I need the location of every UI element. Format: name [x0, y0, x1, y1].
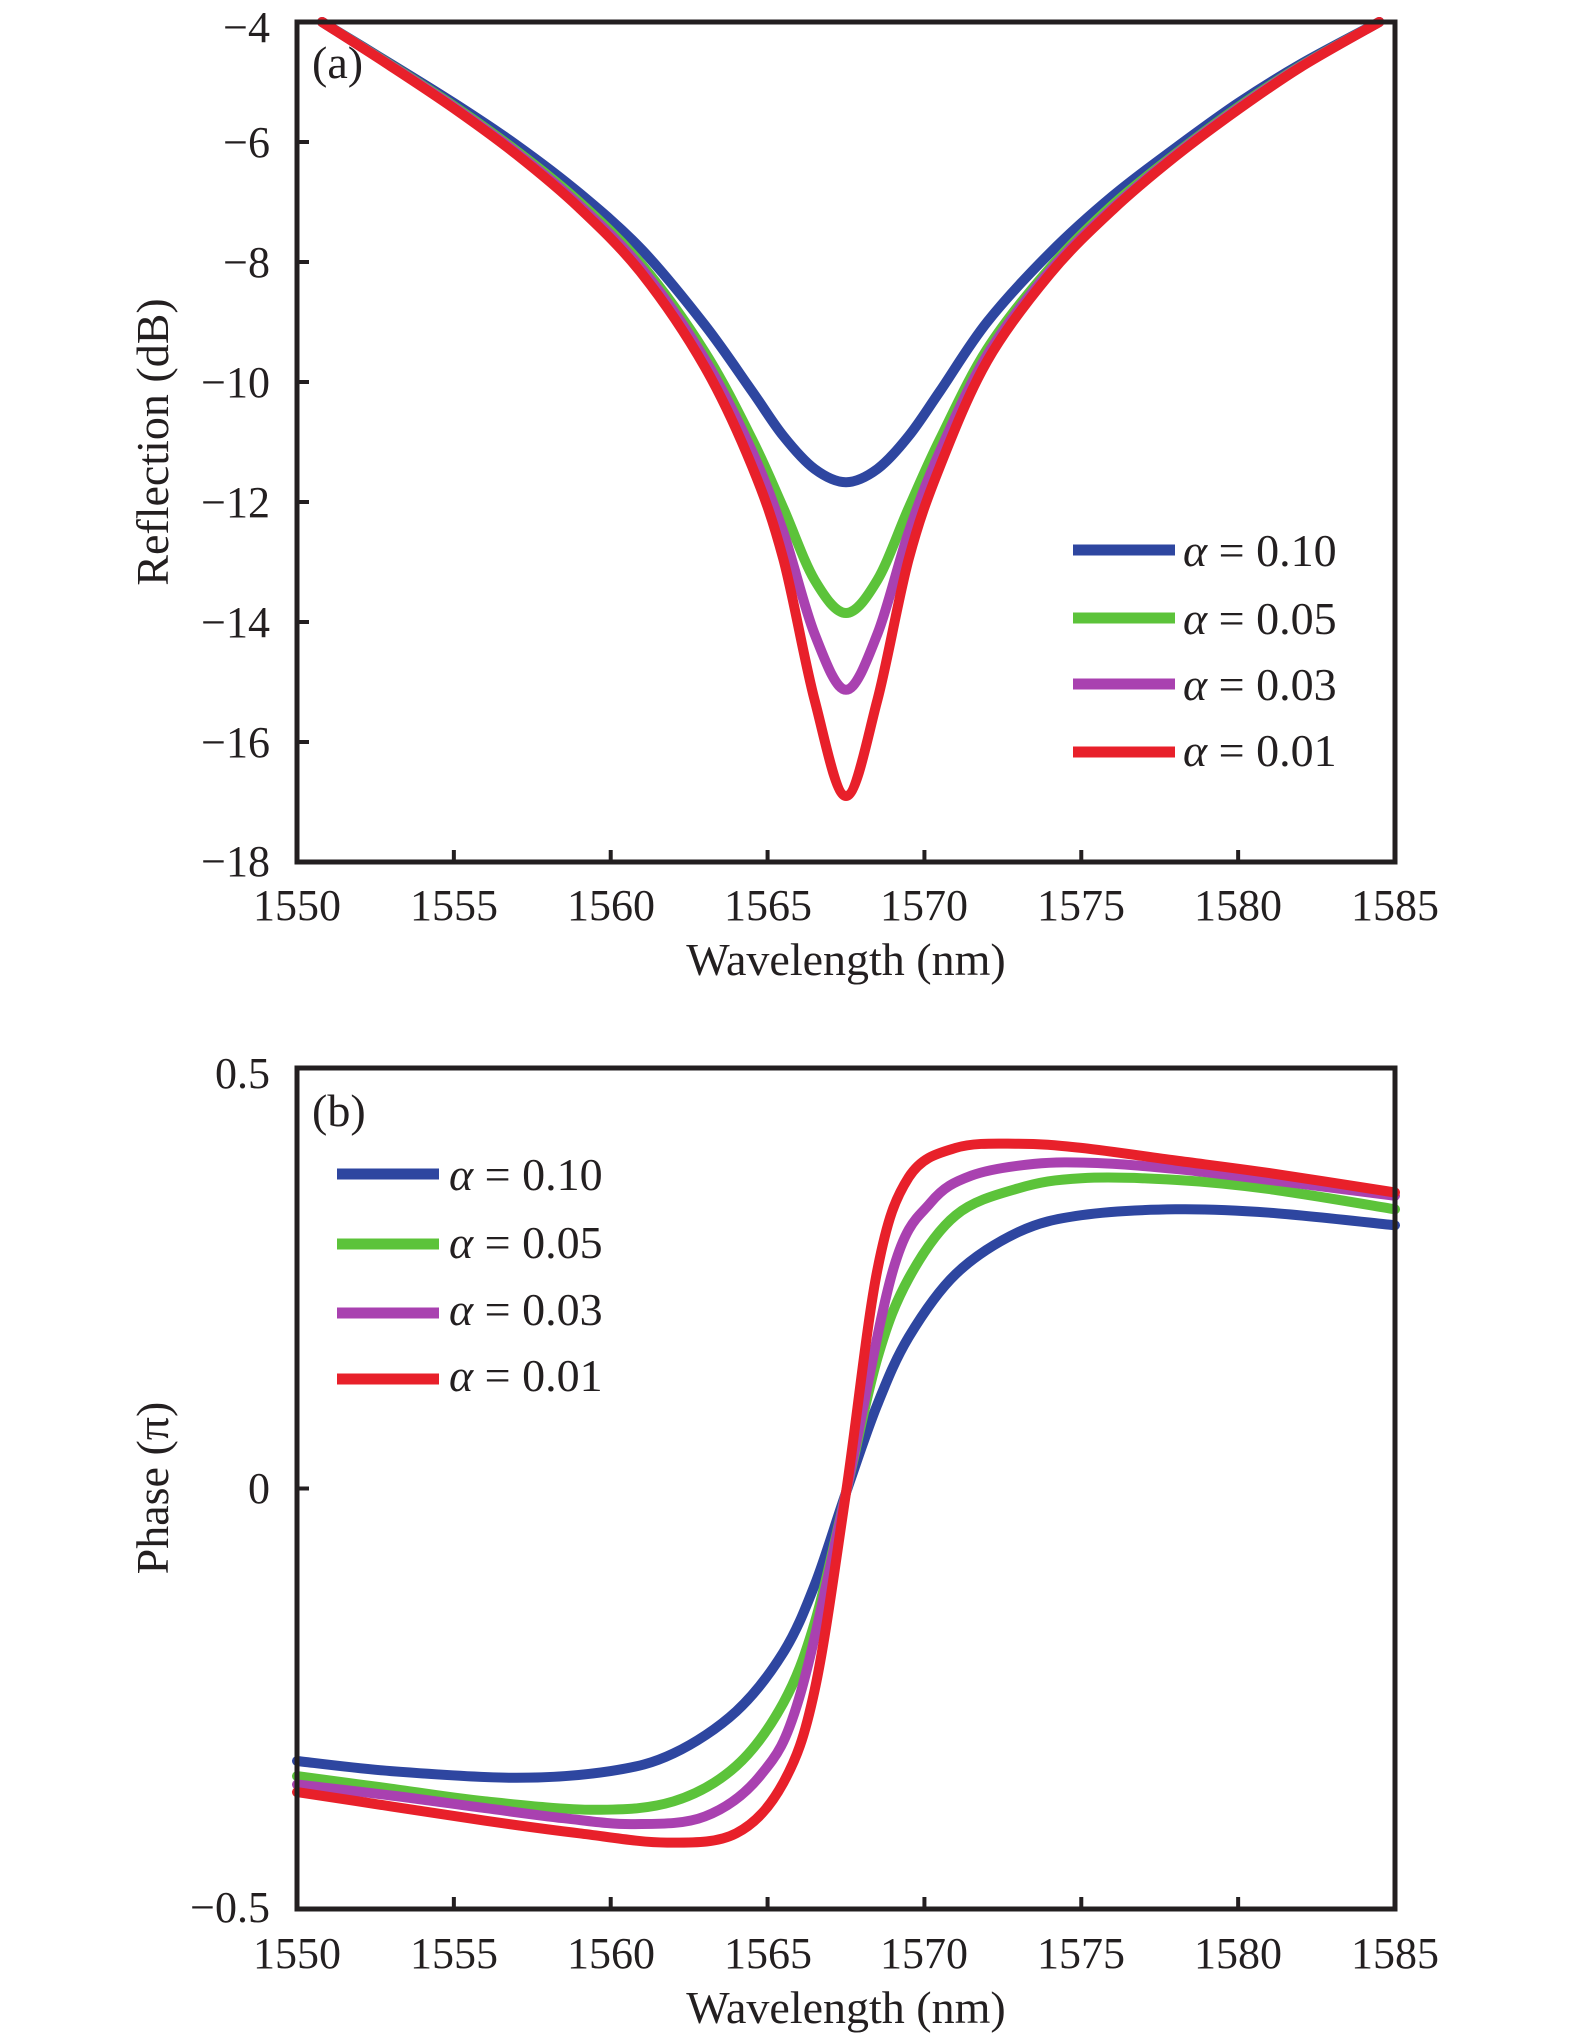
x-tick-label: 1560 [567, 881, 655, 930]
x-tick-label: 1565 [724, 1929, 812, 1978]
x-tick-label: 1560 [567, 1929, 655, 1978]
panel-a-y-axis-title: Reflection (dB) [127, 298, 178, 585]
y-tick-label: −18 [201, 837, 270, 886]
x-tick-label: 1575 [1037, 881, 1125, 930]
x-tick-label: 1565 [724, 881, 812, 930]
panel-b-legend: α = 0.10 α = 0.05 α = 0.03 α = 0.01 [337, 1149, 603, 1401]
y-tick-label: −0.5 [190, 1883, 270, 1932]
legend-label: α = 0.01 [1183, 725, 1337, 776]
legend-label: α = 0.05 [1183, 593, 1337, 644]
legend-entry: α = 0.05 [337, 1217, 603, 1268]
x-tick-label: 1555 [410, 881, 498, 930]
legend-label: α = 0.10 [1183, 525, 1337, 576]
x-tick-label: 1580 [1194, 1929, 1282, 1978]
panel-a-x-axis-title: Wavelength (nm) [686, 934, 1005, 985]
panel-b-x-axis-title: Wavelength (nm) [686, 1982, 1005, 2033]
panel-a-x-tick-labels: 1550 1555 1560 1565 1570 1575 1580 1585 [253, 881, 1439, 930]
panel-b-x-tick-labels: 1550 1555 1560 1565 1570 1575 1580 1585 [253, 1929, 1439, 1978]
panel-a-ticks [297, 140, 1241, 862]
y-tick-label: −10 [201, 358, 270, 407]
legend-label: α = 0.03 [1183, 659, 1337, 710]
legend-label: α = 0.05 [449, 1217, 603, 1268]
legend-label: α = 0.01 [449, 1350, 603, 1401]
panel-b-series-group [292, 1138, 1400, 1848]
panel-b-label: (b) [312, 1085, 366, 1136]
legend-entry: α = 0.01 [337, 1350, 603, 1401]
x-tick-label: 1570 [880, 881, 968, 930]
panel-b-ticks [297, 1486, 1241, 1909]
series-line-a-0 [317, 17, 1385, 488]
y-tick-label: −4 [223, 3, 270, 52]
y-tick-label: 0.5 [215, 1049, 270, 1098]
y-tick-label: −12 [201, 478, 270, 527]
series-line-b-3 [292, 1138, 1400, 1848]
y-tick-label: −6 [223, 118, 270, 167]
legend-entry: α = 0.03 [337, 1284, 603, 1335]
x-tick-label: 1555 [410, 1929, 498, 1978]
x-tick-label: 1550 [253, 881, 341, 930]
legend-entry: α = 0.01 [1073, 725, 1337, 776]
legend-label: α = 0.10 [449, 1149, 603, 1200]
y-tick-label: 0 [248, 1464, 270, 1513]
panel-b-y-tick-labels: −0.5 0 0.5 [190, 1049, 270, 1932]
x-tick-label: 1580 [1194, 881, 1282, 930]
panel-a-frame [294, 19, 1398, 865]
legend-entry: α = 0.10 [1073, 525, 1337, 576]
x-tick-label: 1585 [1351, 881, 1439, 930]
x-tick-label: 1550 [253, 1929, 341, 1978]
x-tick-label: 1575 [1037, 1929, 1125, 1978]
x-tick-label: 1585 [1351, 1929, 1439, 1978]
series-line-a-3 [317, 17, 1385, 801]
panel-b-y-axis-title: Phase (π) [127, 1402, 178, 1575]
y-tick-label: −16 [201, 718, 270, 767]
legend-label: α = 0.03 [449, 1284, 603, 1335]
legend-entry: α = 0.10 [337, 1149, 603, 1200]
panel-b-phase: 1550 1555 1560 1565 1570 1575 1580 1585 … [127, 1049, 1439, 2033]
panel-a-reflection: 1550 1555 1560 1565 1570 1575 1580 1585 … [127, 3, 1439, 985]
legend-entry: α = 0.05 [1073, 593, 1337, 644]
y-tick-label: −14 [201, 598, 270, 647]
y-tick-label: −8 [223, 238, 270, 287]
legend-entry: α = 0.03 [1073, 659, 1337, 710]
panel-a-y-tick-labels: −18 −16 −14 −12 −10 −8 −6 −4 [201, 3, 270, 886]
panel-a-series-group [317, 17, 1385, 801]
panel-a-label: (a) [312, 37, 363, 88]
x-tick-label: 1570 [880, 1929, 968, 1978]
panel-a-legend: α = 0.10 α = 0.05 α = 0.03 α = 0.01 [1073, 525, 1337, 776]
